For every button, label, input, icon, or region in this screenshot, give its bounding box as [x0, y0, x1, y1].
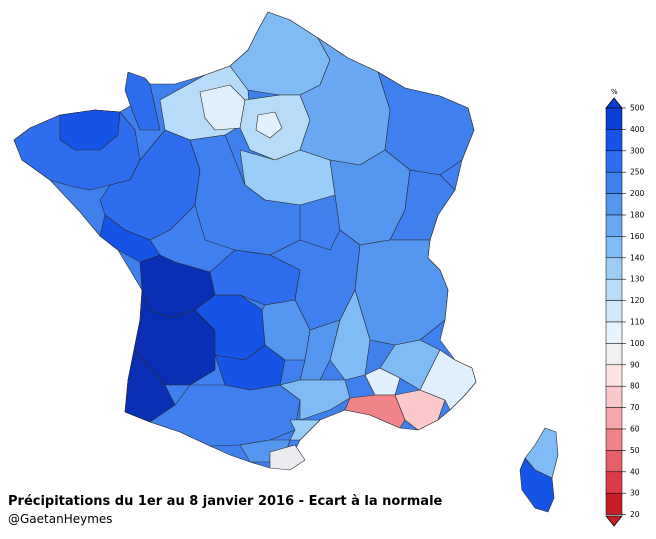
legend-tick-label: 40	[630, 467, 640, 476]
legend-arrow-down	[605, 515, 623, 527]
region-aude	[289, 419, 321, 441]
legend-tick-label: 130	[630, 275, 645, 284]
legend-swatch	[605, 321, 623, 344]
legend-tick-label: 120	[630, 296, 645, 305]
legend-tick-label: 20	[630, 510, 640, 519]
legend-tick-label: 70	[630, 403, 640, 412]
legend-swatch	[605, 343, 623, 366]
map-title: Précipitations du 1er au 8 janvier 2016 …	[8, 494, 443, 509]
legend-swatch	[605, 407, 623, 430]
legend-swatch	[605, 450, 623, 473]
legend-tick-label: 160	[630, 232, 645, 241]
legend-swatch	[605, 278, 623, 301]
region-alpes-maritimes	[419, 349, 477, 411]
legend-swatch	[605, 385, 623, 408]
legend-swatch	[605, 214, 623, 237]
region-nord-picardie	[229, 11, 331, 96]
region-vaucluse	[364, 367, 401, 396]
legend-swatch	[605, 107, 623, 130]
legend-tick-label: 110	[630, 318, 645, 327]
legend-arrow-up	[605, 97, 623, 109]
legend-tick-label: 30	[630, 489, 640, 498]
legend-tick-label: 60	[630, 425, 640, 434]
region-gironde	[133, 289, 216, 386]
legend-tick-label: 140	[630, 253, 645, 262]
region-bouches-du-rhone	[344, 394, 406, 429]
corsica-south	[519, 457, 555, 513]
region-cotentin	[124, 71, 161, 131]
legend-tick-label: 500	[630, 104, 645, 113]
region-pyrenees-orientales	[269, 444, 306, 471]
legend-tick-label: 80	[630, 382, 640, 391]
legend-swatch	[605, 428, 623, 451]
legend-swatch	[605, 236, 623, 259]
legend-tick-label: 200	[630, 189, 645, 198]
legend-swatch	[605, 492, 623, 515]
legend-tick-label: 250	[630, 168, 645, 177]
region-brittany-north	[59, 109, 121, 151]
legend: % 500 400 300 250 200 180 160 140 130 120 110 100 90…	[605, 88, 645, 527]
legend-swatch	[605, 471, 623, 494]
legend-swatch	[605, 129, 623, 152]
legend-tick-label: 300	[630, 146, 645, 155]
legend-tick-label: 180	[630, 211, 645, 220]
map-credit: @GaetanHeymes	[8, 512, 113, 526]
legend-swatch	[605, 364, 623, 387]
legend-tick-label: 400	[630, 125, 645, 134]
legend-tick-label: 90	[630, 360, 640, 369]
legend-swatch	[605, 300, 623, 323]
region-paris-core	[255, 111, 283, 139]
legend-swatch	[605, 150, 623, 173]
legend-tick-label: 100	[630, 339, 645, 348]
region-lorraine	[377, 71, 475, 176]
legend-unit: %	[611, 88, 618, 96]
region-cantal	[261, 299, 311, 361]
legend-swatch	[605, 171, 623, 194]
legend-tick-label: 50	[630, 446, 640, 455]
legend-swatch	[605, 257, 623, 280]
legend-swatch	[605, 193, 623, 216]
